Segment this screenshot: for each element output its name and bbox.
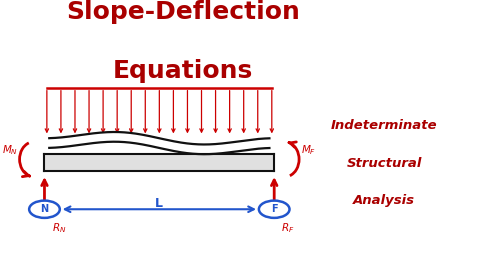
Text: Indeterminate: Indeterminate [331,119,438,132]
Text: F: F [271,204,277,214]
Text: N: N [40,204,48,214]
Circle shape [29,201,60,218]
Text: $R_F$: $R_F$ [281,221,295,235]
Text: $R_N$: $R_N$ [52,221,66,235]
Text: Structural: Structural [347,157,422,170]
Circle shape [259,201,289,218]
FancyBboxPatch shape [45,154,274,171]
Text: $M_N$: $M_N$ [2,143,18,157]
Text: $M_F$: $M_F$ [301,143,316,157]
Text: Analysis: Analysis [353,194,415,207]
Text: Slope-Deflection: Slope-Deflection [66,0,300,24]
Text: L: L [156,197,163,210]
Text: Equations: Equations [113,59,253,83]
